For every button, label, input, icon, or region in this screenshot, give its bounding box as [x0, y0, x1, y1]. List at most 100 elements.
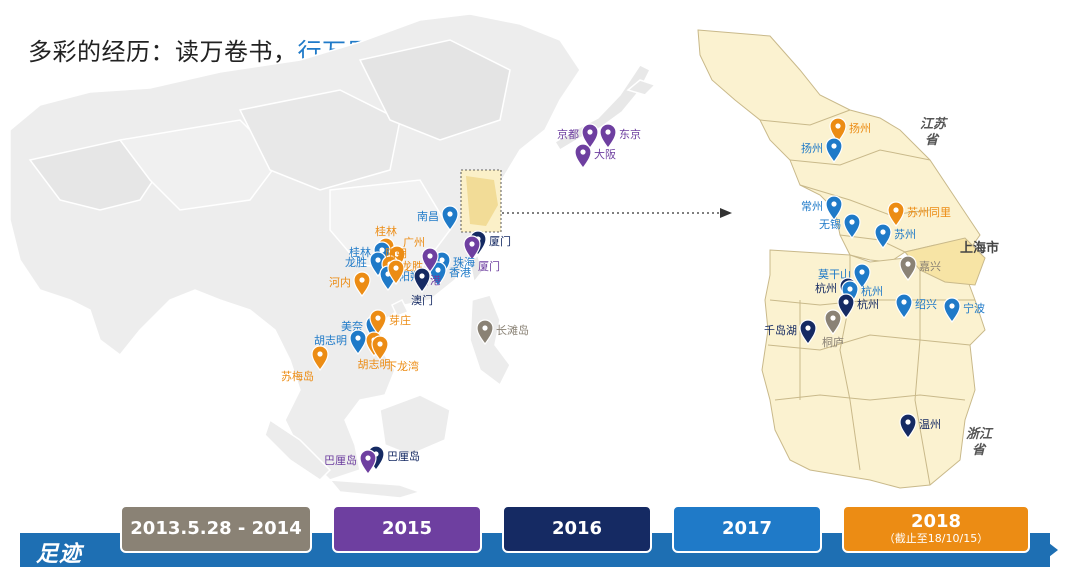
jiangsu-zhejiang-map	[697, 29, 986, 489]
map-pin-label: 香港	[449, 266, 471, 279]
map-pin-jszj-2: 常州	[801, 195, 843, 222]
map-pin-marker	[887, 201, 905, 228]
map-pin-asia-21: 胡志明	[314, 329, 367, 356]
map-pin-dot	[905, 419, 911, 425]
map-pin-label: 苏梅岛	[281, 369, 314, 383]
map-pin-marker	[825, 195, 843, 222]
map-pin-label: 广州	[403, 236, 425, 249]
map-pin-jszj-12: 宁波	[943, 297, 985, 324]
map-pin-marker	[463, 235, 481, 262]
map-pin-marker	[899, 413, 917, 440]
map-pin-asia-24: 苏梅岛	[281, 345, 329, 383]
map-pin-label: 嘉兴	[919, 259, 941, 273]
map-pin-asia-23: 下龙湾	[371, 335, 419, 373]
timeline-period-sublabel: （截止至18/10/15）	[883, 532, 989, 545]
map-pin-marker	[829, 117, 847, 144]
map-pin-dot	[359, 277, 365, 283]
map-pin-dot	[605, 129, 611, 135]
map-pin-dot	[435, 267, 441, 273]
map-pin-dot	[835, 123, 841, 129]
map-pin-label: 阳朔	[385, 247, 407, 260]
map-pin-jszj-6: 嘉兴	[899, 255, 941, 282]
map-pin-asia-10: 阳朔	[385, 247, 407, 286]
map-pin-dot	[447, 211, 453, 217]
city-label-shanghai: 上海市	[960, 240, 999, 256]
timeline-period-label: 2018	[910, 511, 962, 532]
map-pin-dot	[439, 257, 445, 263]
map-pin-marker	[799, 319, 817, 346]
map-pin-marker	[429, 261, 447, 288]
map-pin-marker	[441, 205, 459, 232]
map-pin-asia-3: 南昌	[417, 205, 459, 232]
map-pin-dot	[831, 201, 837, 207]
province-label-zhejiang-2: 省	[972, 442, 987, 458]
map-pin-label: 扬州	[849, 121, 871, 135]
map-pin-jszj-11: 绍兴	[895, 293, 937, 320]
map-pin-marker	[874, 223, 892, 250]
map-pin-jszj-13: 千岛湖	[764, 319, 817, 346]
map-pin-dot	[859, 269, 865, 275]
map-pin-label: 桂林	[375, 224, 397, 238]
map-pin-label: 厦门	[489, 234, 511, 248]
map-pin-label: 厦门	[478, 259, 500, 273]
map-pin-marker	[476, 319, 494, 346]
map-pin-marker	[943, 297, 961, 324]
map-pin-label: 河内	[329, 275, 351, 289]
map-pin-dot	[355, 335, 361, 341]
map-pin-dot	[379, 247, 385, 253]
map-pin-label: 杭州	[861, 284, 883, 298]
map-pin-asia-15: 香港	[429, 261, 471, 288]
map-pin-dot	[831, 143, 837, 149]
map-pin-label: 莫干山	[818, 268, 851, 281]
timeline-period-1: 2015	[332, 505, 482, 553]
map-pin-dot	[393, 265, 399, 271]
map-pin-asia-26: 巴厘岛	[324, 449, 377, 476]
map-pin-dot	[949, 303, 955, 309]
map-pin-marker	[824, 309, 842, 336]
timeline-period-0: 2013.5.28 - 2014	[120, 505, 312, 553]
map-pin-label: 芽庄	[389, 313, 411, 327]
map-pin-label: 杭州	[815, 281, 837, 295]
map-pin-label: 京都	[557, 127, 579, 141]
map-pin-label: 杭州	[857, 297, 879, 311]
map-pin-asia-7: 龙胜	[345, 251, 387, 278]
map-pin-asia-11: 河内	[329, 271, 371, 298]
map-pin-dot	[849, 219, 855, 225]
timeline-period-4: 2018 （截止至18/10/15）	[842, 505, 1030, 553]
map-pin-label: 龙胜	[345, 255, 367, 269]
map-pin-dot	[419, 273, 425, 279]
map-pin-dot	[375, 315, 381, 321]
zoom-highlight-region	[466, 176, 498, 226]
map-pin-jszj-7: 莫干山	[818, 263, 871, 290]
map-pin-asia-13: 厦门	[463, 235, 500, 273]
map-pin-jszj-4: 无锡	[819, 213, 861, 240]
timeline-period-3: 2017	[672, 505, 822, 553]
map-pin-label: 桐庐	[822, 335, 844, 349]
map-pin-asia-1: 东京	[599, 123, 641, 150]
timeline-period-label: 2013.5.28 - 2014	[130, 518, 302, 539]
map-pin-dot	[905, 261, 911, 267]
map-pin-dot	[580, 149, 586, 155]
asia-map	[9, 13, 657, 499]
map-pin-dot	[830, 315, 836, 321]
map-pin-jszj-10: 杭州	[837, 293, 879, 320]
map-pin-marker	[387, 259, 405, 286]
province-label-jiangsu-1: 江苏	[920, 116, 948, 132]
footprint-label: 足迹	[36, 542, 83, 567]
map-pin-dot	[377, 341, 383, 347]
map-pin-label: 东京	[619, 127, 641, 141]
map-pin-label: 绍兴	[915, 297, 937, 311]
map-pin-dot	[482, 325, 488, 331]
map-pin-marker	[413, 267, 431, 294]
map-pin-label: 巴厘岛	[324, 453, 357, 467]
map-pin-label: 澳门	[411, 293, 433, 307]
map-pin-label: 苏州同里	[907, 206, 951, 219]
map-pin-label: 千岛湖	[764, 323, 797, 337]
map-pin-marker	[359, 449, 377, 476]
map-pin-marker	[825, 137, 843, 164]
map-pin-label: 桂林	[349, 245, 371, 259]
map-pin-asia-2: 大阪	[574, 143, 616, 170]
map-pin-label: 温州	[919, 418, 941, 431]
timeline-arrowhead	[1036, 533, 1058, 567]
map-pin-marker	[581, 123, 599, 150]
